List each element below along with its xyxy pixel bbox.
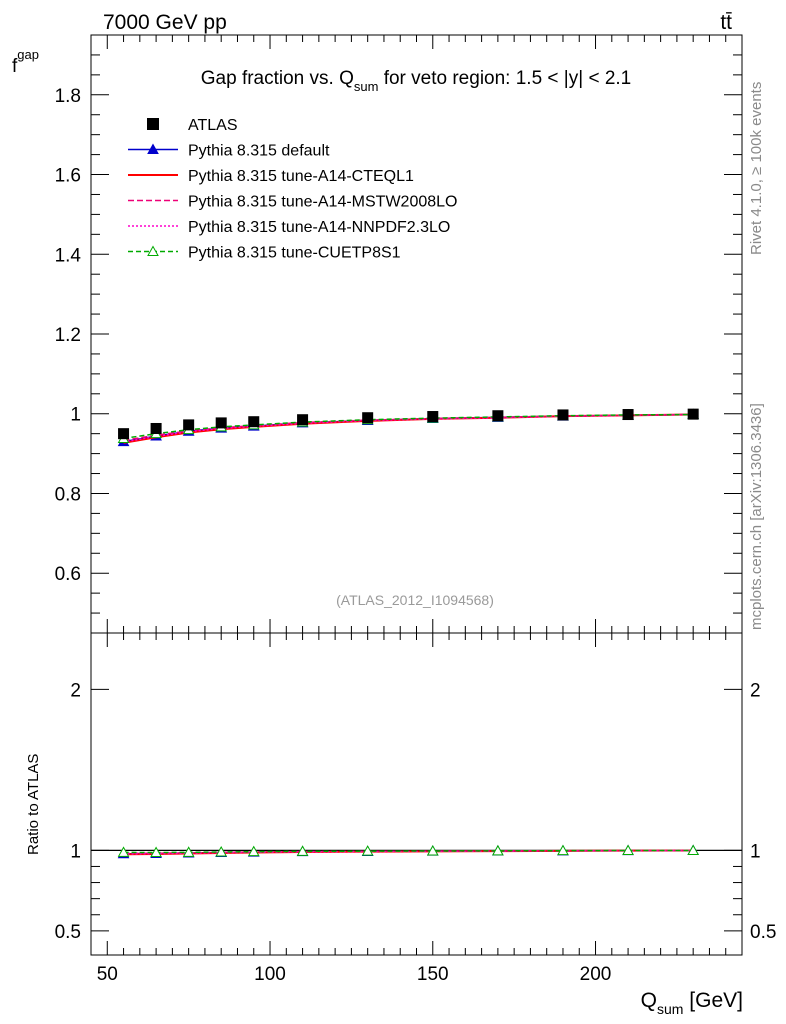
ratio-y-axis-label: Ratio to ATLAS [25, 754, 42, 855]
chart-title-rest: for veto region: 1.5 < |y| < 2.1 [378, 68, 631, 89]
chart-title-subscript: sum [354, 79, 379, 94]
main-y-axis-label-sub: gap [17, 47, 39, 62]
legend: ATLAS Pythia 8.315 default Pythia 8.315 tu… [128, 117, 457, 262]
atlas-data-point [557, 409, 569, 421]
main-y-axis-label: fgap [12, 47, 39, 77]
ratio-y-tick-label-right: 0.5 [750, 922, 776, 943]
x-tick-label: 150 [417, 964, 449, 985]
y-tick-label: 1 [70, 405, 81, 426]
legend-atlas-label: ATLAS [188, 117, 238, 134]
x-axis-label: Qsum [GeV] [641, 989, 743, 1017]
legend-series-4-label: Pythia 8.315 tune-A14-NNPDF2.3LO [188, 219, 450, 236]
series-5-ratio-marker [247, 845, 260, 857]
chart-title: Gap fraction vs. Qsum for veto region: 1… [201, 68, 632, 94]
series-4-line [123, 413, 694, 443]
y-tick-label: 1.8 [55, 86, 81, 107]
x-axis-label-unit: [GeV] [683, 989, 743, 1012]
atlas-data-point [118, 428, 130, 440]
series-5-ratio-marker [426, 844, 439, 856]
legend-series-1-marker [147, 143, 159, 154]
analysis-id-label: (ATLAS_2012_I1094568) [336, 592, 494, 608]
y-tick-label: 0.8 [55, 484, 81, 505]
legend-series-5-label: Pythia 8.315 tune-CUETP8S1 [188, 245, 401, 262]
ratio-panel-frame [90, 632, 743, 956]
legend-atlas-marker [147, 118, 159, 130]
series-5-ratio-marker [296, 845, 309, 856]
y-tick-label: 1.2 [55, 325, 81, 346]
x-axis-label-sub: sum [657, 1001, 683, 1017]
series-3-line [123, 413, 694, 442]
series-5-ratio-marker [687, 844, 700, 856]
ratio-y-tick-label-left: 2 [70, 680, 81, 701]
series-5-ratio-marker [622, 844, 634, 856]
x-tick-label: 50 [97, 964, 118, 985]
process-label: tt̄ [720, 11, 732, 34]
legend-series-5-marker [147, 245, 159, 256]
series-1-line [123, 413, 694, 443]
ratio-y-tick-label-left: 1 [70, 841, 81, 862]
legend-series-1-label: Pythia 8.315 default [188, 143, 330, 160]
series-5-ratio-marker [215, 845, 228, 857]
energy-label: 7000 GeV pp [103, 11, 227, 34]
mcplots-label: mcplots.cern.ch [arXiv:1306.3436] [748, 403, 765, 630]
main-series-group [117, 408, 700, 447]
axis-tick-labels: 50 100 150 200 0.6 0.8 1 1.2 1.4 1.6 1.8 0.5 0.5 1 1 2 2 [55, 86, 777, 985]
atlas-data-point [183, 419, 195, 431]
atlas-data-point [427, 411, 439, 423]
series-5-ratio-marker [361, 845, 374, 856]
x-tick-label: 100 [254, 964, 286, 985]
series-5-ratio-line [123, 849, 694, 854]
atlas-data-point [687, 408, 699, 420]
x-axis-label-main: Q [641, 989, 657, 1012]
y-tick-label: 1.6 [55, 166, 81, 187]
atlas-data-group [118, 408, 699, 440]
atlas-data-point [362, 412, 374, 424]
atlas-data-point [248, 416, 260, 428]
chart-title-main: Gap fraction vs. Q [201, 68, 354, 89]
rivet-version-label: Rivet 4.1.0, ≥ 100k events [748, 82, 765, 255]
y-tick-label: 1.4 [55, 245, 82, 266]
series-5-ratio-marker [117, 846, 130, 857]
ratio-y-tick-label-left: 0.5 [55, 922, 81, 943]
ratio-series-group [117, 844, 700, 859]
axis-ticks [90, 34, 743, 955]
atlas-data-point [297, 414, 309, 426]
series-5-ratio-marker [150, 846, 162, 858]
series-5-ratio-marker [557, 844, 569, 856]
atlas-data-point [215, 417, 227, 429]
atlas-data-point [622, 409, 634, 421]
legend-series-2-label: Pythia 8.315 tune-A14-CTEQL1 [188, 168, 414, 185]
series-5-line [123, 413, 694, 440]
atlas-data-point [492, 410, 504, 422]
x-tick-label: 200 [580, 964, 612, 985]
main-y-axis-label-main: f [12, 56, 18, 77]
ratio-y-tick-label-right: 1 [750, 841, 761, 862]
ratio-y-tick-label-right: 2 [750, 680, 761, 701]
y-tick-label: 0.6 [55, 564, 81, 585]
atlas-data-point [150, 422, 162, 434]
series-5-ratio-marker [182, 846, 195, 857]
legend-series-3-label: Pythia 8.315 tune-A14-MSTW2008LO [188, 194, 457, 211]
series-5-ratio-marker [492, 844, 504, 856]
